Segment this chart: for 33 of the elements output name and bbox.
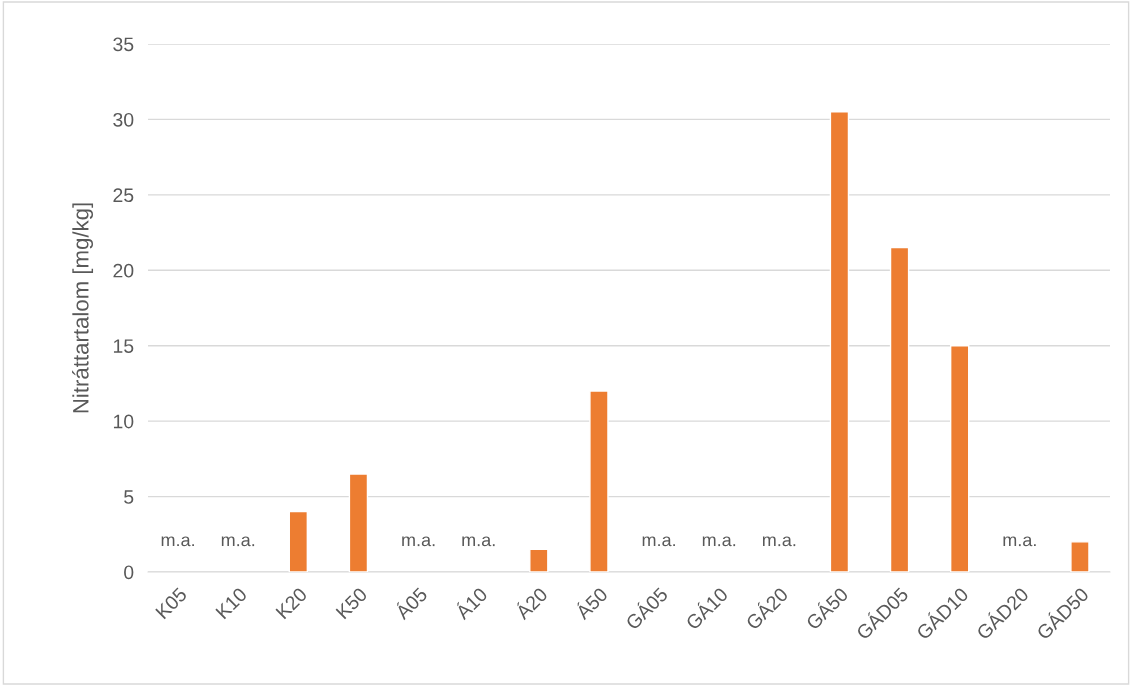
bar [889,246,910,572]
bar [529,548,549,572]
text: m.a. [161,536,194,547]
y-tick-label: 15 [113,339,134,353]
y-tick-label: 5 [124,490,134,504]
bar [589,390,609,572]
y-tick-label: 30 [113,112,134,127]
bar [348,473,369,572]
bar [288,510,309,572]
y-tick-label: 20 [113,263,134,278]
x-tick-label: K20 [275,586,308,620]
bar [829,111,850,572]
x-tick-label: K05 [155,586,188,620]
text: m.a. [221,536,255,547]
x-tick-label: Á05 [392,584,429,621]
text: m.a. [702,536,736,547]
text: m.a. [1003,536,1036,547]
y-tick-label: 35 [113,37,134,52]
x-tick-label: Á10 [452,584,489,621]
x-tick-label: Á20 [512,584,549,621]
text: m.a. [402,536,435,547]
y-tick-label: 25 [113,188,134,203]
text: m.a. [642,536,675,547]
x-tick-label: K50 [335,586,368,620]
text: m.a. [462,536,495,547]
x-tick-label: Á50 [572,584,609,621]
y-tick-label: 10 [113,414,134,429]
y-tick-label: 0 [124,565,134,580]
bar [1070,541,1090,572]
bar [949,345,970,572]
x-tick-label: K10 [215,586,248,620]
y-axis-title: Nitráttartalom [mg/kg] [72,203,94,413]
text: m.a. [762,536,796,547]
